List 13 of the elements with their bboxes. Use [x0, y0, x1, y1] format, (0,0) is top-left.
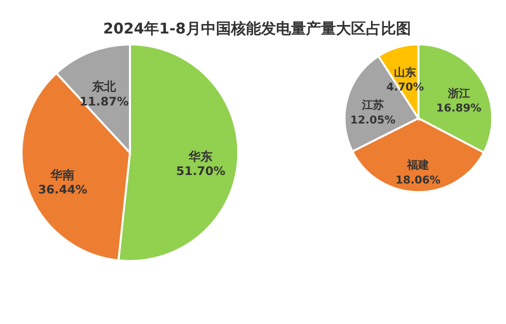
chart-title: 2024年1-8月中国核能发电量产量大区占比图 [103, 20, 411, 38]
slice-label: 华东 [188, 149, 213, 164]
slice-label: 华南 [50, 168, 75, 182]
data-label: 16.89% [436, 102, 482, 115]
slice-label: 浙江 [446, 86, 470, 100]
slice-label: 东北 [91, 80, 118, 94]
slice-label: 山东 [394, 66, 416, 79]
data-label: 36.44% [38, 182, 88, 197]
slice-label: 福建 [406, 158, 429, 172]
slice-label: 江苏 [360, 98, 384, 112]
data-label: 18.06% [395, 173, 441, 186]
data-label: 51.70% [176, 164, 226, 178]
data-label: 12.05% [350, 114, 396, 127]
